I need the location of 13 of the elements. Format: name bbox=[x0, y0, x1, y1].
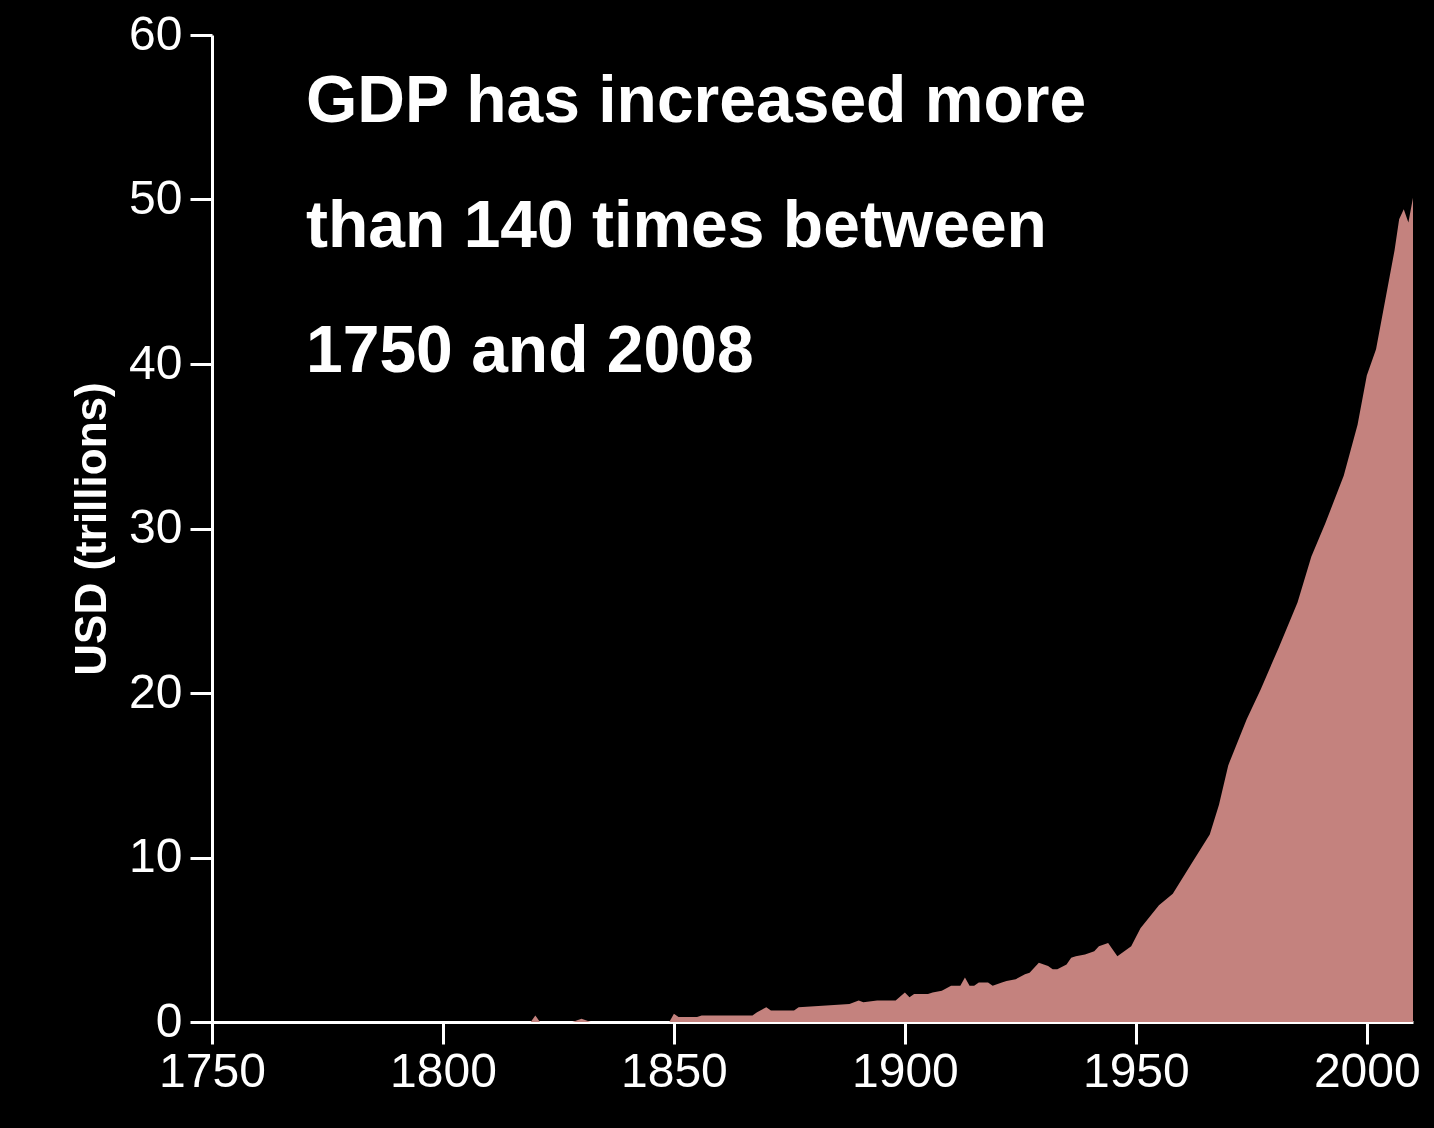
y-tick-label: 30 bbox=[129, 500, 183, 553]
y-tick-label: 40 bbox=[129, 335, 183, 389]
x-tick-label: 1900 bbox=[851, 1043, 959, 1097]
x-tick-label: 1850 bbox=[621, 1043, 728, 1097]
y-axis-title: USD (trillions) bbox=[66, 382, 116, 676]
y-tick-label: 20 bbox=[129, 664, 183, 718]
y-tick-label: 50 bbox=[129, 171, 183, 224]
x-tick-label: 1800 bbox=[390, 1043, 497, 1097]
y-tick-label: 10 bbox=[129, 829, 183, 882]
annotation: GDP has increased more than 140 times between 1750 and 2008 bbox=[306, 62, 1087, 386]
y-tick-label: 60 bbox=[129, 6, 183, 60]
x-tick-label: 1950 bbox=[1082, 1043, 1190, 1097]
x-tick-label: 2000 bbox=[1313, 1043, 1421, 1097]
